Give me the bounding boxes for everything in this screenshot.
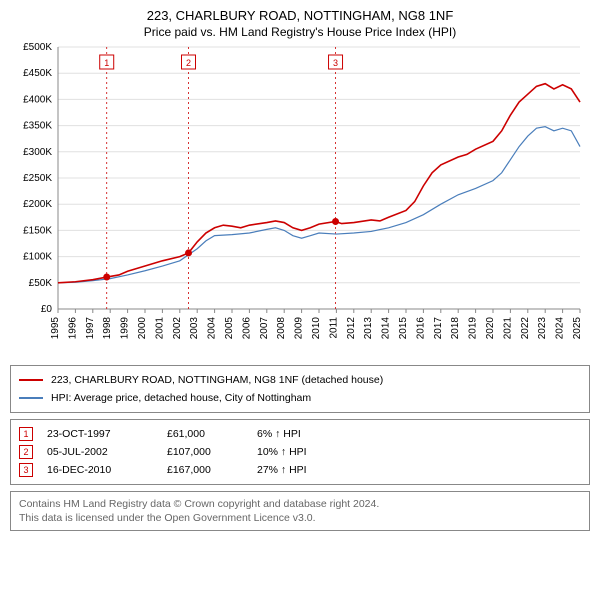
- legend-row: HPI: Average price, detached house, City…: [19, 389, 581, 407]
- svg-text:£100K: £100K: [23, 252, 52, 263]
- svg-text:2017: 2017: [433, 317, 444, 340]
- svg-text:3: 3: [333, 58, 338, 68]
- legend-swatch: [19, 397, 43, 399]
- svg-text:2009: 2009: [294, 317, 305, 340]
- svg-text:2010: 2010: [311, 317, 322, 340]
- copyright-line-1: Contains HM Land Registry data © Crown c…: [19, 497, 581, 511]
- svg-text:£50K: £50K: [29, 278, 53, 289]
- svg-text:2022: 2022: [520, 317, 531, 340]
- svg-text:2003: 2003: [189, 317, 200, 340]
- svg-text:2000: 2000: [137, 317, 148, 340]
- svg-text:2001: 2001: [154, 317, 165, 340]
- svg-text:1: 1: [104, 58, 109, 68]
- legend-label: 223, CHARLBURY ROAD, NOTTINGHAM, NG8 1NF…: [51, 374, 383, 386]
- event-price: £61,000: [167, 428, 257, 440]
- event-pct: 6% ↑ HPI: [257, 428, 347, 440]
- svg-text:£200K: £200K: [23, 199, 52, 210]
- svg-text:2014: 2014: [381, 317, 392, 340]
- legend-row: 223, CHARLBURY ROAD, NOTTINGHAM, NG8 1NF…: [19, 371, 581, 389]
- event-pct: 27% ↑ HPI: [257, 464, 347, 476]
- event-marker: 1: [19, 427, 33, 441]
- chart-title: 223, CHARLBURY ROAD, NOTTINGHAM, NG8 1NF: [10, 8, 590, 23]
- svg-text:2: 2: [186, 58, 191, 68]
- svg-text:£350K: £350K: [23, 121, 52, 132]
- chart-container: 223, CHARLBURY ROAD, NOTTINGHAM, NG8 1NF…: [0, 0, 600, 541]
- svg-text:£500K: £500K: [23, 42, 52, 53]
- event-marker: 3: [19, 463, 33, 477]
- event-date: 05-JUL-2002: [47, 446, 167, 458]
- svg-text:2002: 2002: [172, 317, 183, 340]
- event-date: 23-OCT-1997: [47, 428, 167, 440]
- svg-text:2006: 2006: [241, 317, 252, 340]
- legend-box: 223, CHARLBURY ROAD, NOTTINGHAM, NG8 1NF…: [10, 365, 590, 413]
- svg-text:1999: 1999: [120, 317, 131, 340]
- svg-text:2018: 2018: [450, 317, 461, 340]
- svg-text:2020: 2020: [485, 317, 496, 340]
- copyright-line-2: This data is licensed under the Open Gov…: [19, 511, 581, 525]
- svg-text:£450K: £450K: [23, 68, 52, 79]
- event-marker: 2: [19, 445, 33, 459]
- event-pct: 10% ↑ HPI: [257, 446, 347, 458]
- legend-swatch: [19, 379, 43, 381]
- svg-text:2008: 2008: [276, 317, 287, 340]
- event-date: 16-DEC-2010: [47, 464, 167, 476]
- svg-text:1997: 1997: [85, 317, 96, 340]
- svg-text:2019: 2019: [468, 317, 479, 340]
- svg-text:2004: 2004: [207, 317, 218, 340]
- legend-label: HPI: Average price, detached house, City…: [51, 392, 311, 404]
- svg-text:1996: 1996: [67, 317, 78, 340]
- svg-text:2024: 2024: [555, 317, 566, 340]
- svg-text:£250K: £250K: [23, 173, 52, 184]
- price-chart: £0 £50K £100K £150K £200K £250K £300K £350K £400…: [10, 39, 590, 359]
- svg-text:2007: 2007: [259, 317, 270, 340]
- event-price: £167,000: [167, 464, 257, 476]
- chart-subtitle: Price paid vs. HM Land Registry's House …: [10, 25, 590, 39]
- event-price: £107,000: [167, 446, 257, 458]
- svg-text:2005: 2005: [224, 317, 235, 340]
- svg-text:£150K: £150K: [23, 225, 52, 236]
- svg-text:2025: 2025: [572, 317, 583, 340]
- svg-text:2013: 2013: [363, 317, 374, 340]
- svg-text:1995: 1995: [50, 317, 61, 340]
- svg-text:2012: 2012: [346, 317, 357, 340]
- svg-text:1998: 1998: [102, 317, 113, 340]
- copyright-box: Contains HM Land Registry data © Crown c…: [10, 491, 590, 531]
- svg-text:2023: 2023: [537, 317, 548, 340]
- svg-text:2011: 2011: [328, 317, 339, 339]
- event-row: 1 23-OCT-1997£61,0006% ↑ HPI: [19, 425, 581, 443]
- svg-text:2016: 2016: [415, 317, 426, 340]
- event-row: 3 16-DEC-2010£167,00027% ↑ HPI: [19, 461, 581, 479]
- svg-text:£300K: £300K: [23, 147, 52, 158]
- svg-text:2021: 2021: [502, 317, 513, 340]
- event-row: 2 05-JUL-2002£107,00010% ↑ HPI: [19, 443, 581, 461]
- svg-text:£400K: £400K: [23, 94, 52, 105]
- svg-text:£0: £0: [41, 304, 53, 315]
- svg-text:2015: 2015: [398, 317, 409, 340]
- events-box: 1 23-OCT-1997£61,0006% ↑ HPI 2 05-JUL-2002£…: [10, 419, 590, 485]
